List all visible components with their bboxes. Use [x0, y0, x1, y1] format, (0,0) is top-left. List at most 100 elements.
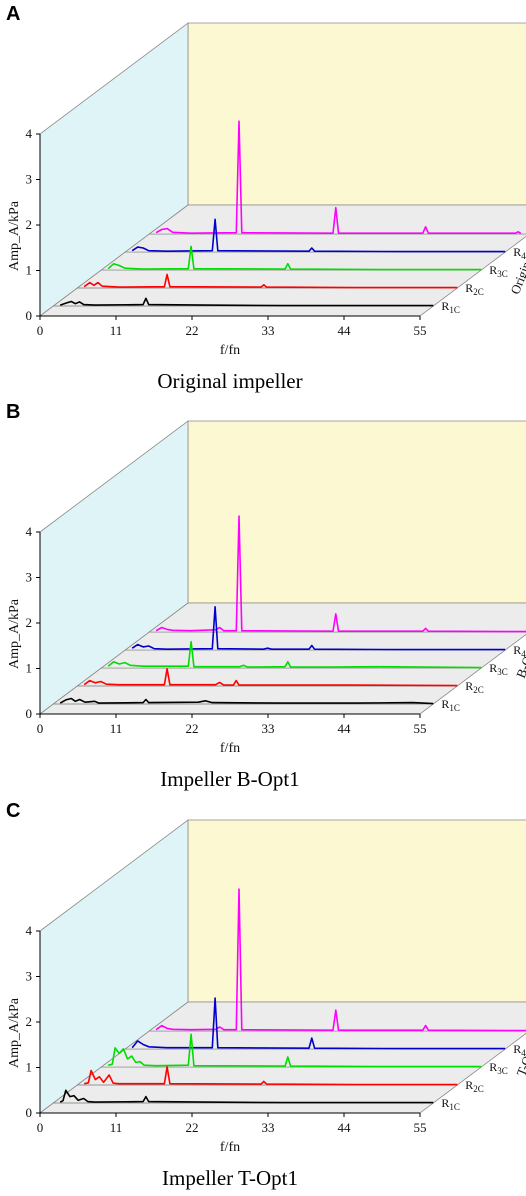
series-line-r4c: [131, 606, 506, 651]
x-tick-label: 0: [37, 323, 44, 338]
y-axis-title: Amp_A/kPa: [7, 598, 22, 669]
series-label-sub: 1C: [449, 703, 460, 713]
x-tick-label: 22: [186, 1120, 199, 1135]
back-wall: [187, 22, 526, 206]
panel-a: 0123401122334455RS1CR4CR3CR2CR1COrigin m…: [6, 3, 526, 393]
series-line-r3c: [107, 245, 482, 271]
y-tick-label: 3: [26, 969, 33, 984]
x-axis-title: f/fn: [220, 741, 240, 756]
panel-letter: B: [6, 401, 20, 423]
y-axis-title: Amp_A/kPa: [7, 997, 22, 1068]
panel-letter: A: [6, 3, 20, 25]
panel-b: 0123401122334455RS1CR4CR3CR2CR1CB-Opt1Am…: [6, 401, 526, 791]
y-tick-label: 4: [26, 126, 33, 141]
series-line-rs1c: [155, 120, 522, 235]
series-label-sub: 2C: [473, 685, 484, 695]
series-line-r4c: [131, 997, 506, 1050]
y-axis-title: Amp_A/kPa: [7, 200, 22, 271]
x-tick-label: 33: [262, 721, 275, 736]
series-label: R3C: [489, 661, 508, 677]
y-tick-label: 0: [26, 706, 33, 721]
series-label: R2C: [465, 1078, 484, 1094]
series-line-r1c: [59, 697, 434, 705]
series-label-main: R: [441, 299, 449, 313]
x-tick-label: 44: [338, 1120, 352, 1135]
panel-caption: Impeller B-Opt1: [160, 767, 299, 791]
x-tick-label: 44: [338, 721, 352, 736]
x-tick-label: 33: [262, 1120, 275, 1135]
y-tick-label: 4: [26, 524, 33, 539]
x-axis-title: f/fn: [220, 1140, 240, 1155]
series-label-sub: 3C: [497, 1066, 508, 1076]
series-label-main: R: [489, 1060, 497, 1074]
panel-caption: Original impeller: [157, 369, 302, 393]
series-label: R1C: [441, 1096, 460, 1112]
series-label-main: R: [513, 1042, 521, 1056]
series-label: R4C: [513, 1042, 526, 1058]
x-tick-label: 22: [186, 323, 199, 338]
x-tick-label: 11: [110, 721, 123, 736]
series-line-rs1c: [155, 515, 526, 633]
series-line-r3c: [108, 1033, 482, 1068]
series-line-r3c: [107, 640, 482, 669]
series-label-main: R: [441, 1096, 449, 1110]
y-tick-label: 0: [26, 1105, 33, 1120]
y-tick-label: 1: [26, 263, 33, 278]
series-label-main: R: [513, 245, 521, 259]
panel-c: 0123401122334455RS1CR4CR3CR2CR1CT-Opt1Am…: [6, 800, 526, 1190]
x-tick-label: 55: [414, 721, 427, 736]
series-line-r2c: [83, 273, 458, 289]
series-label-sub: 1C: [449, 1102, 460, 1112]
x-tick-label: 22: [186, 721, 199, 736]
y-tick-label: 3: [26, 570, 33, 585]
series-label-main: R: [513, 643, 521, 657]
series-label-sub: 2C: [473, 1084, 484, 1094]
panel-letter: C: [6, 800, 20, 822]
y-tick-label: 2: [26, 1014, 33, 1029]
x-tick-label: 0: [37, 721, 44, 736]
series-label: R2C: [465, 281, 484, 297]
x-tick-label: 44: [338, 323, 352, 338]
panel-caption: Impeller T-Opt1: [162, 1166, 298, 1190]
series-label-main: R: [489, 661, 497, 675]
x-tick-label: 55: [414, 1120, 427, 1135]
series-line-r1c: [59, 297, 434, 307]
series-label: R3C: [489, 1060, 508, 1076]
back-wall: [187, 420, 526, 604]
series-label-sub: 4C: [521, 251, 526, 261]
series-line-r4c: [131, 218, 506, 253]
series-label: R3C: [489, 263, 508, 279]
x-tick-label: 11: [110, 323, 123, 338]
series-label-main: R: [441, 697, 449, 711]
x-tick-label: 33: [262, 323, 275, 338]
series-label-sub: 4C: [521, 1048, 526, 1058]
y-tick-label: 1: [26, 1060, 33, 1075]
series-line-r2c: [84, 1066, 458, 1086]
series-label-sub: 2C: [473, 287, 484, 297]
x-tick-label: 55: [414, 323, 427, 338]
series-line-r1c: [59, 1089, 434, 1104]
y-tick-label: 3: [26, 172, 33, 187]
series-line-rs1c: [155, 888, 526, 1032]
series-line-r2c: [83, 667, 458, 687]
series-label-main: R: [465, 281, 473, 295]
series-label: R1C: [441, 697, 460, 713]
series-label-sub: 3C: [497, 667, 508, 677]
series-label-sub: 4C: [521, 649, 526, 659]
y-tick-label: 0: [26, 308, 33, 323]
y-tick-label: 2: [26, 217, 33, 232]
series-label: R4C: [513, 643, 526, 659]
y-tick-label: 4: [26, 923, 33, 938]
series-label-sub: 3C: [497, 269, 508, 279]
series-label-main: R: [465, 1078, 473, 1092]
series-label-main: R: [489, 263, 497, 277]
y-tick-label: 1: [26, 661, 33, 676]
x-axis-title: f/fn: [220, 343, 240, 358]
x-tick-label: 11: [110, 1120, 123, 1135]
series-label-sub: 1C: [449, 305, 460, 315]
x-tick-label: 0: [37, 1120, 44, 1135]
series-label: R2C: [465, 679, 484, 695]
series-label: R1C: [441, 299, 460, 315]
series-label: R4C: [513, 245, 526, 261]
